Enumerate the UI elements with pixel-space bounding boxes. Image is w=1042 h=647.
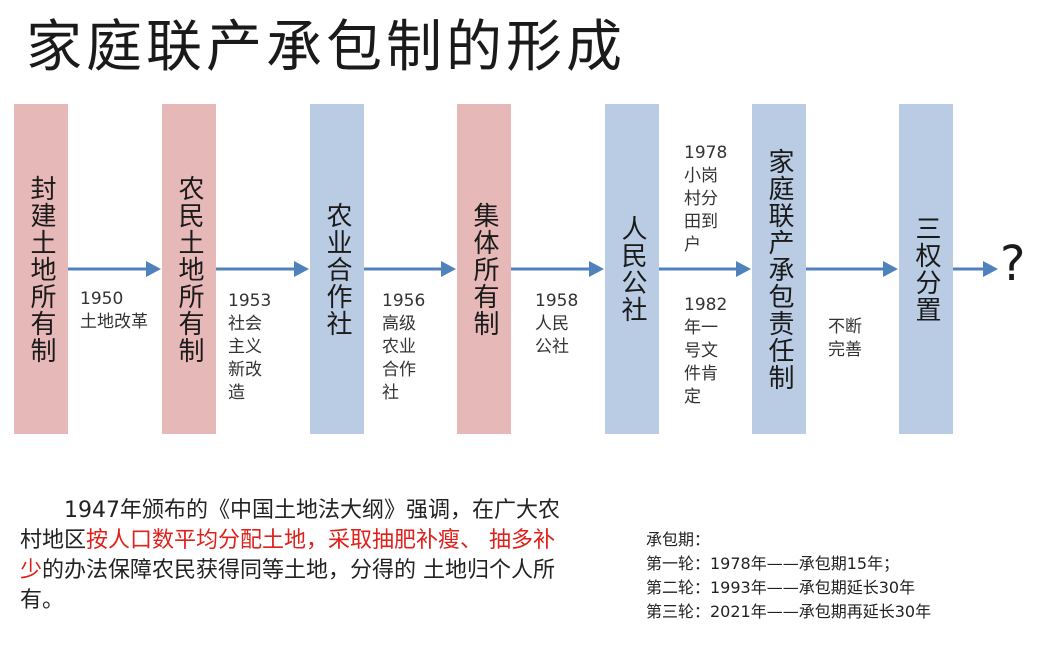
note-1982-document: 1982 年一 号文 件肯 定: [684, 295, 728, 407]
arrow-6: [806, 258, 899, 280]
stage-peasant-land-ownership: 农民土地所有制: [162, 104, 216, 434]
note-advanced-cooperative: 1956 高级 农业 合作 社: [382, 291, 426, 403]
stage-label: 农民土地所有制: [174, 174, 204, 364]
stage-collective-ownership: 集体所有制: [457, 104, 511, 434]
arrow-4: [511, 258, 605, 280]
note-continuous-improvement: 不断 完善: [828, 317, 862, 360]
arrow-3: [364, 258, 457, 280]
paragraph-emphasis: 按人口数平均分配土地，采取抽肥补瘦、 抽多补少: [20, 528, 556, 583]
stage-household-responsibility-system: 家庭联产承包责任制: [752, 104, 806, 434]
note-land-reform: 1950 土地改革: [80, 289, 148, 332]
arrow-7: [953, 258, 999, 280]
stage-label: 集体所有制: [469, 201, 499, 337]
paragraph-text-1: 1947年颁布的《中国土地法大纲》强调，在广大农 村地区: [20, 498, 560, 553]
note-peoples-commune: 1958 人民 公社: [535, 291, 579, 357]
stage-peoples-commune: 人民公社: [605, 104, 659, 434]
contract-line: 第二轮：1993年——承包期延长30年: [646, 578, 916, 597]
stage-label: 人民公社: [617, 215, 647, 323]
land-law-paragraph: 1947年颁布的《中国土地法大纲》强调，在广大农 村地区按人口数平均分配土地，采…: [20, 496, 560, 616]
note-socialist-transformation: 1953 社会 主义 新改 造: [228, 291, 272, 403]
stage-label: 封建土地所有制: [26, 174, 56, 364]
page-title: 家庭联产承包制的形成: [26, 15, 626, 80]
contract-line: 第三轮：2021年——承包期再延长30年: [646, 602, 932, 621]
note-xiaogang-village: 1978 小岗 村分 田到 户: [684, 143, 728, 255]
arrow-2: [216, 258, 310, 280]
stage-agricultural-cooperative: 农业合作社: [310, 104, 364, 434]
question-mark: ?: [1000, 236, 1026, 292]
paragraph-text-2: 的办法保障农民获得同等土地，分得的 土地归个人所有。: [20, 558, 556, 613]
stage-label: 农业合作社: [322, 201, 352, 337]
arrow-5: [659, 258, 752, 280]
stage-feudal-land-ownership: 封建土地所有制: [14, 104, 68, 434]
contract-heading: 承包期：: [646, 530, 711, 549]
contract-line: 第一轮：1978年——承包期15年；: [646, 554, 900, 573]
stage-label: 三权分置: [911, 215, 941, 323]
arrow-1: [68, 258, 162, 280]
contract-period-box: 承包期： 第一轮：1978年——承包期15年； 第二轮：1993年——承包期延长…: [646, 528, 931, 624]
stage-label: 家庭联产承包责任制: [764, 147, 794, 391]
stage-three-rights-separation: 三权分置: [899, 104, 953, 434]
